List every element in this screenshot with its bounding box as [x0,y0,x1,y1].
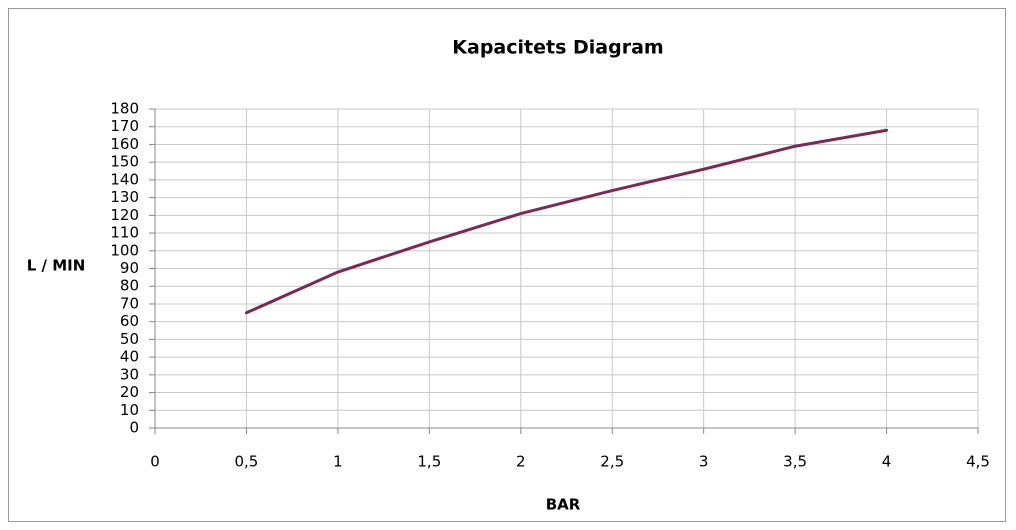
y-tick-label: 130 [110,188,139,206]
y-tick-label: 30 [120,365,139,383]
x-tick-label: 1 [333,453,343,471]
x-tick-label: 0,5 [235,453,259,471]
chart-border [8,8,1006,522]
y-tick-label: 160 [110,135,139,153]
y-tick-label: 40 [120,348,139,366]
y-tick-label: 100 [110,241,139,259]
x-tick-label: 2 [516,453,526,471]
y-tick-label: 60 [120,312,139,330]
x-tick-label: 1,5 [417,453,441,471]
chart-title: Kapacitets Diagram [452,37,663,59]
y-tick-label: 90 [120,259,139,277]
x-tick-label: 4,5 [966,453,990,471]
x-tick-label: 3 [699,453,709,471]
y-tick-label: 180 [110,100,139,118]
x-tick-label: 0 [150,453,160,471]
y-tick-label: 150 [110,153,139,171]
y-tick-label: 170 [110,117,139,135]
y-tick-label: 80 [120,277,139,295]
y-tick-label: 70 [120,294,139,312]
data-line [244,128,889,315]
y-tick-label: 110 [110,224,139,242]
y-tick-label: 10 [120,401,139,419]
x-tick-label: 2,5 [600,453,624,471]
y-tick-label: 20 [120,383,139,401]
y-tick-label: 50 [120,330,139,348]
y-tick-label: 140 [110,170,139,188]
y-tick-label: 120 [110,206,139,224]
y-axis-label: L / MIN [27,257,86,275]
x-tick-label: 4 [882,453,892,471]
x-tick-label: 3,5 [783,453,807,471]
y-tick-label: 0 [129,419,139,437]
x-axis-label: BAR [546,496,581,514]
